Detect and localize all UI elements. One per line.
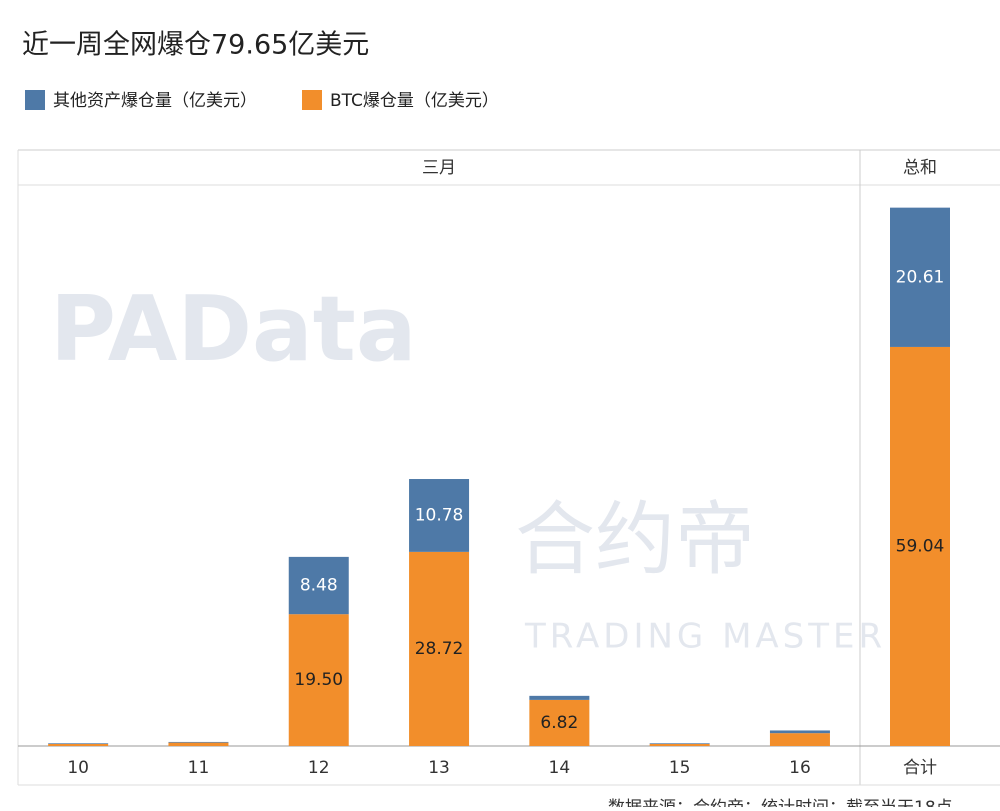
- bar-segment: [890, 207, 950, 347]
- source-note: 数据来源：合约帝；统计时间：截至当天18点: [608, 798, 953, 807]
- legend-label: 其他资产爆仓量（亿美元）: [53, 91, 257, 111]
- value-label: 20.61: [896, 267, 945, 287]
- bar-segment: [890, 346, 950, 746]
- bar-segment: [769, 733, 830, 746]
- value-label: 19.50: [294, 670, 343, 690]
- value-label: 59.04: [896, 536, 945, 556]
- x-tick-label: 15: [669, 758, 691, 778]
- value-label: 6.82: [540, 713, 578, 733]
- chart-title: 近一周全网爆仓79.65亿美元: [22, 30, 369, 61]
- legend-swatch: [302, 90, 322, 110]
- watermark: TRADING MASTER: [524, 617, 886, 657]
- x-tick-label: 11: [188, 758, 210, 778]
- panel-label: 三月: [422, 158, 456, 178]
- frame: [17, 149, 1000, 786]
- x-tick-label: 10: [67, 758, 89, 778]
- bar-segment: [769, 730, 830, 734]
- x-tick-label: 16: [789, 758, 811, 778]
- bar-segment: [48, 743, 109, 746]
- x-tick-label: 合计: [903, 758, 937, 778]
- bar-segment: [529, 699, 590, 746]
- legend-label: BTC爆仓量（亿美元）: [330, 91, 499, 111]
- bar-segment: [168, 742, 229, 746]
- bar-segment: [409, 479, 470, 552]
- legend-swatch: [25, 90, 45, 110]
- bar-segment: [168, 741, 229, 743]
- bar-segment: [409, 551, 470, 746]
- value-label: 8.48: [300, 576, 338, 596]
- x-tick-label: 14: [549, 758, 571, 778]
- watermark: 合约帝: [515, 493, 755, 586]
- value-label: 28.72: [415, 639, 464, 659]
- x-tick-label: 12: [308, 758, 330, 778]
- x-tick-label: 13: [428, 758, 450, 778]
- value-label: 10.78: [415, 505, 464, 525]
- bar-segment: [649, 743, 710, 744]
- bar-segment: [48, 743, 109, 744]
- bar-segment: [529, 695, 590, 700]
- bar-segment: [288, 614, 349, 746]
- panel-label: 总和: [903, 158, 937, 178]
- bar-segment: [288, 556, 349, 615]
- bar-segment: [649, 743, 710, 746]
- watermark: PAData: [50, 277, 417, 382]
